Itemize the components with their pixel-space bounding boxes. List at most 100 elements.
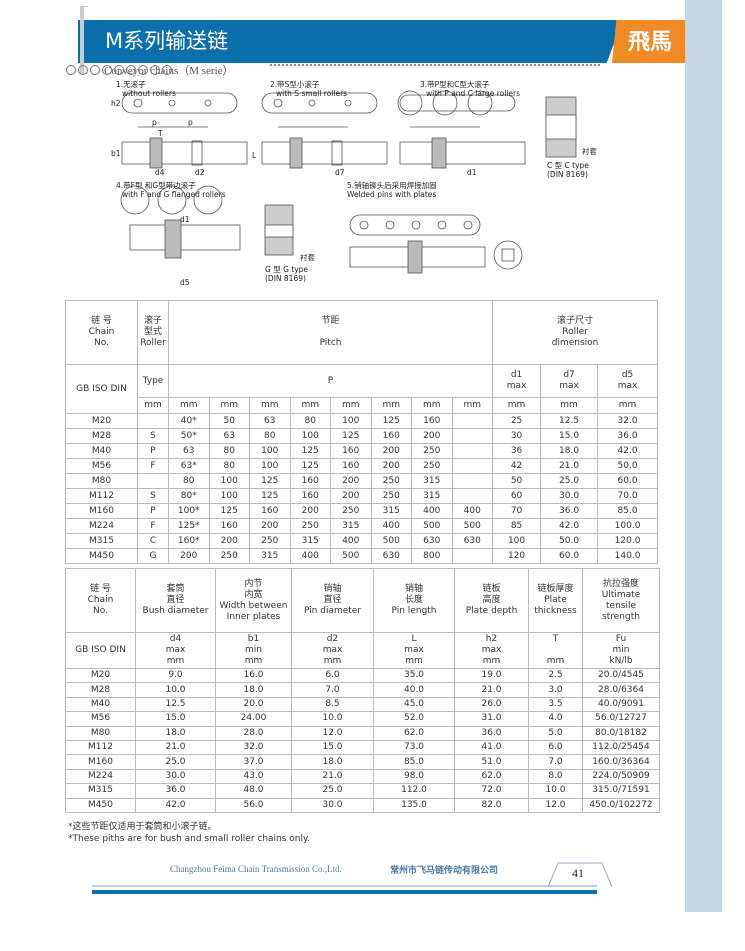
table-cell: M56 <box>65 711 136 727</box>
table-cell: 160 <box>208 518 250 534</box>
table-cell: 630 <box>451 533 494 549</box>
table-cell: 50 <box>492 473 542 489</box>
table-cell: 50.0 <box>540 533 599 549</box>
page-title: M系列输送链 <box>105 29 229 53</box>
diagram-4-label: 4.带F型 和G型带边滚子 with F and G flanged roller… <box>116 181 226 199</box>
table-row: M315 36.0 48.0 25.0 112.0 72.0 10.0 315.0/71591 <box>65 783 660 799</box>
table-cell: 250 <box>370 488 412 504</box>
header-roller: 滚子 型式 Roller <box>137 300 169 365</box>
table-cell: 250 <box>330 503 372 519</box>
table-cell: 315 <box>249 548 291 564</box>
table-cell: 21.0 <box>135 739 216 756</box>
table-cell: 4.0 <box>528 711 583 727</box>
table-cell: 125 <box>330 428 372 444</box>
table-row: M80 18.0 28.0 12.0 62.0 36.0 5.0 80.0/18182 <box>65 725 660 741</box>
table-cell: 2.5 <box>528 667 583 684</box>
table-cell: 56.0 <box>215 797 292 813</box>
footnote: *这些节距仅适用于套筒和小滚子链。 *These piths are for bu… <box>68 822 310 844</box>
table-row: M20 40* 50 63 80 100 125 160 25 12.5 32.0 <box>65 413 659 429</box>
table-cell: 85.0 <box>373 754 455 770</box>
table-cell: 160 <box>249 503 291 519</box>
unit-cell: mm <box>370 397 412 414</box>
table-cell: 125 <box>289 458 331 474</box>
header-cell: 抗拉强度 Ultimate tensile strength <box>582 568 660 633</box>
table-cell: 8.0 <box>528 768 583 785</box>
table-cell: 32.0 <box>597 413 659 429</box>
table-cell: 140.0 <box>597 548 659 564</box>
table-cell: 315 <box>370 503 412 519</box>
table-row: M160 25.0 37.0 18.0 85.0 51.0 7.0 160.0/36364 <box>65 754 660 770</box>
table-cell: 315 <box>411 473 453 489</box>
d1-label: d1 <box>467 168 477 177</box>
table-cell: 82.0 <box>454 797 529 813</box>
table-cell: M224 <box>65 768 136 785</box>
table-cell: 160 <box>289 473 331 489</box>
table-cell: 80 <box>249 428 291 444</box>
unit-cell: GB ISO DIN <box>65 632 136 669</box>
d7-label: d7 <box>335 168 345 177</box>
table-cell: 80 <box>168 473 210 489</box>
table-cell: 125 <box>249 473 291 489</box>
table-cell: 56.0/12727 <box>582 711 660 727</box>
table-cell: 98.0 <box>373 768 455 785</box>
table-cell <box>451 458 494 474</box>
table-cell: 45.0 <box>373 696 455 713</box>
table-cell: 72.0 <box>454 783 529 799</box>
dotted-divider <box>270 60 600 66</box>
table-cell: 12.0 <box>528 797 583 813</box>
table-cell: 63* <box>168 458 210 474</box>
table-cell: 12.0 <box>291 725 374 741</box>
table-cell: 70.0 <box>597 488 659 504</box>
bush-label-g: 衬套 <box>300 253 315 262</box>
table-cell: 36 <box>492 443 542 459</box>
table-cell: 48.0 <box>215 783 292 799</box>
table-cell: 40.0/9091 <box>582 696 660 713</box>
table-cell: 100 <box>249 443 291 459</box>
table-cell: S <box>137 428 169 444</box>
table-cell: 250 <box>289 518 331 534</box>
pitch-label: p <box>188 118 193 127</box>
header-band <box>78 20 623 63</box>
table-cell: M315 <box>65 783 136 799</box>
table-cell: M28 <box>65 428 138 444</box>
table-cell: 500 <box>330 548 372 564</box>
unit-cell: Fu min kN/lb <box>582 632 660 669</box>
bracket-decoration <box>80 6 88 74</box>
header-cell: 套筒 直径 Bush diameter <box>135 568 216 633</box>
table-cell: 35.0 <box>373 667 455 684</box>
table-cell: 21.0 <box>540 458 599 474</box>
diagram-1-label: 1.无滚子 without rollers <box>116 80 176 98</box>
table-cell: 630 <box>370 548 412 564</box>
table-cell: 10.0 <box>528 783 583 799</box>
unit-cell: mm <box>411 397 453 414</box>
chain-drawings <box>120 90 577 274</box>
table-cell: 400 <box>289 548 331 564</box>
table-cell: M56 <box>65 458 138 474</box>
table-cell: 19.0 <box>454 667 529 684</box>
table-cell: S <box>137 488 169 504</box>
header-p: P <box>167 364 494 398</box>
table-cell: 160 <box>330 443 372 459</box>
table-cell: 24.00 <box>215 711 292 727</box>
t-label: T <box>158 129 163 138</box>
table-cell: 250 <box>370 473 412 489</box>
table-cell: 315 <box>411 488 453 504</box>
side-strip <box>685 0 722 912</box>
table-cell: 200 <box>289 503 331 519</box>
circle-decoration <box>66 65 172 75</box>
brand-logo: 飛馬 <box>628 29 673 55</box>
table-cell: 315 <box>330 518 372 534</box>
header-d7: d7 max <box>540 364 599 398</box>
table-cell <box>451 443 494 459</box>
table-cell: 200 <box>330 488 372 504</box>
table-cell <box>137 413 169 429</box>
unit-cell: mm <box>137 397 169 414</box>
table-cell: 100 <box>330 413 372 429</box>
table-cell <box>451 413 494 429</box>
table-cell <box>451 428 494 444</box>
table-cell: 200 <box>370 458 412 474</box>
table-cell: 7.0 <box>291 682 374 698</box>
table-cell: 36.0 <box>540 503 599 519</box>
table-cell: P <box>137 443 169 459</box>
